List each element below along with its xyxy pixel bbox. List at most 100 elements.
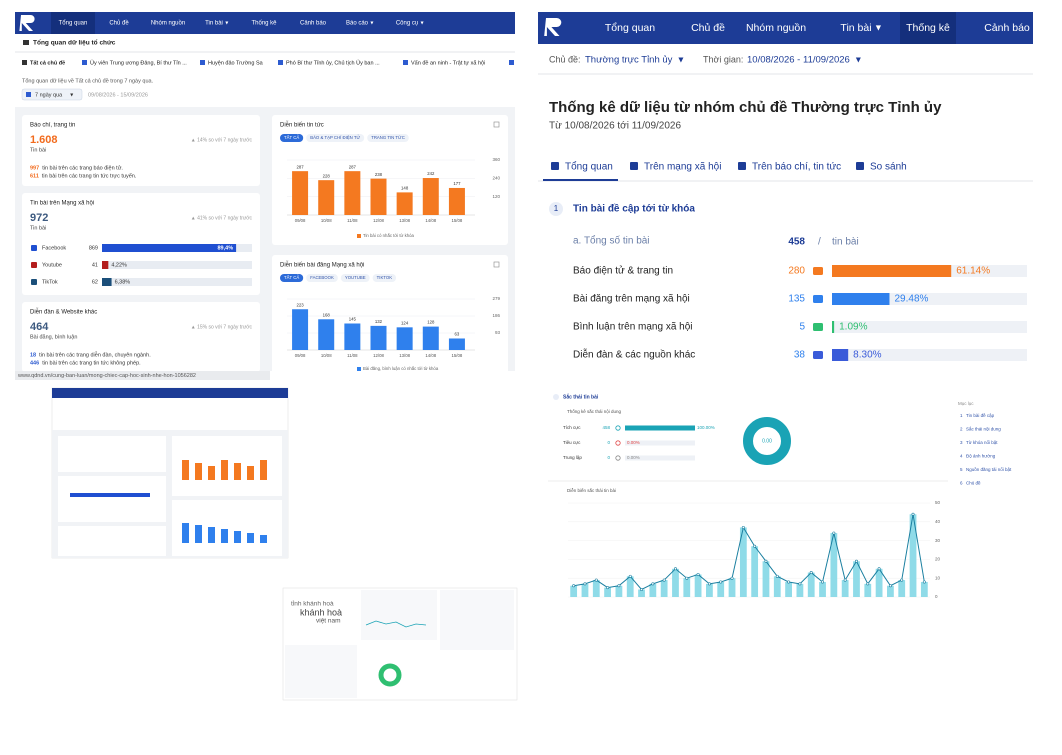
bar — [672, 568, 679, 597]
panel-bg — [538, 12, 1033, 380]
trend-point — [877, 567, 881, 571]
bar — [396, 327, 413, 350]
trend-point — [696, 572, 700, 576]
x-tick-label: 14/08 — [425, 353, 436, 358]
page-title: Tổng quan dữ liệu tổ chức — [33, 39, 116, 47]
row-label: Tiêu cực — [563, 440, 581, 445]
dropdown-arrow — [70, 93, 74, 97]
card-change: ▲ 15% so với 7 ngày trước — [191, 324, 253, 330]
topic-tab: Vấn đề an ninh - Trật tự xã hội — [411, 60, 485, 66]
bar — [370, 178, 387, 215]
menu-num: 3 — [960, 440, 963, 445]
nav-active — [900, 12, 956, 44]
menu-item: Nguồn đăng tải nổi bật — [966, 466, 1012, 472]
nav-item: Nhóm nguồn — [746, 22, 806, 34]
thumb-bar — [182, 460, 189, 480]
y-tick-label: 30 — [935, 538, 941, 543]
menu-num: 4 — [960, 454, 963, 459]
thumb-bar — [195, 463, 202, 480]
row-value: 135 — [788, 294, 805, 305]
thumb-line — [365, 620, 427, 628]
tab-more — [509, 60, 514, 65]
stats-tab: So sánh — [870, 162, 907, 173]
trend-point — [911, 512, 915, 516]
nav-item: Cảnh báo — [984, 22, 1030, 34]
nav-item: Báo cáo — [346, 21, 369, 27]
card-title: Báo chí, trang tin — [30, 123, 75, 129]
nav-active — [51, 12, 95, 34]
stats-tab: Trên mạng xã hội — [644, 162, 721, 173]
nav-item: Thống kê — [251, 21, 277, 27]
topic-tab: Huyện đảo Trường Sa — [208, 60, 264, 66]
legend-swatch — [357, 234, 361, 238]
dropdown-arrow — [875, 25, 882, 31]
stats-subtitle: Từ 10/08/2026 tới 11/09/2026 — [549, 121, 681, 132]
bar — [581, 583, 589, 597]
trend-point — [900, 578, 904, 582]
trend-point — [673, 567, 677, 571]
bar — [683, 578, 691, 597]
share-track — [832, 321, 1027, 333]
thumb-card — [361, 590, 437, 640]
thumb-bar — [221, 460, 228, 480]
share-track — [625, 455, 695, 461]
bar — [694, 574, 702, 597]
nav-item: Nhóm nguồn — [151, 21, 185, 27]
trend-point — [764, 559, 768, 563]
bar — [570, 585, 578, 597]
bar — [898, 580, 906, 597]
row-label: Tích cực — [563, 425, 581, 430]
topic: Thường trực Tỉnh ủy — [585, 55, 673, 66]
topic-tab: Phó Bí thư Tỉnh ủy, Chủ tịch Ủy ban ... — [286, 59, 380, 66]
bar — [887, 585, 894, 597]
source-icon — [31, 279, 37, 285]
chart-title: Diễn biến tin tức — [280, 122, 324, 129]
x-tick-label: 11/08 — [347, 353, 358, 358]
section-number: 1 — [554, 204, 559, 213]
x-tick-label: 10/08 — [321, 218, 332, 223]
card-unit: Bài đăng, bình luận — [30, 334, 77, 340]
bar-label: 287 — [296, 164, 304, 169]
bar-label: 124 — [401, 320, 409, 325]
share-bar — [832, 265, 952, 277]
trend-point — [787, 580, 791, 584]
trend-point — [741, 525, 745, 529]
share-track — [625, 440, 695, 446]
menu-item: Độ ảnh hưởng — [966, 453, 996, 459]
row-icon — [813, 351, 823, 359]
card-change: ▲ 14% so với 7 ngày trước — [191, 137, 253, 143]
chart-title: Diễn biến sắc thái tin bài — [567, 487, 616, 493]
source-count: 869 — [89, 245, 98, 251]
dropdown-arrow — [225, 21, 229, 25]
thumb-donut — [378, 663, 402, 687]
card-unit: Tin bài — [30, 147, 46, 153]
share-label: 4,22% — [111, 262, 127, 268]
share-bar — [625, 425, 695, 431]
card-change: ▲ 41% so với 7 ngày trước — [191, 215, 253, 221]
trend-point — [821, 580, 825, 584]
tab-icon — [82, 60, 87, 65]
bar — [785, 581, 792, 597]
bar — [796, 583, 804, 597]
chart-tab: YOUTUBE — [345, 275, 366, 280]
x-tick-label: 12/08 — [373, 353, 384, 358]
trend-point — [594, 578, 598, 582]
dropdown-arrow — [370, 21, 374, 25]
bar — [396, 192, 413, 215]
bar — [448, 187, 465, 215]
chart-tab-bg — [306, 134, 365, 142]
period-filter — [21, 88, 83, 101]
tab-icon — [22, 60, 27, 65]
bar — [819, 581, 826, 597]
thumb-card — [58, 526, 166, 556]
x-tick-label: 15/08 — [452, 353, 463, 358]
nav-item: Tổng quan — [605, 22, 655, 34]
thumb-bar — [260, 460, 267, 480]
x-tick-label: 13/08 — [399, 218, 410, 223]
source-icon — [31, 262, 37, 268]
tab-icon — [403, 60, 408, 65]
word-cloud-term: việt nam — [316, 618, 341, 625]
chart-tab-bg — [280, 274, 304, 282]
dropdown-arrow — [420, 21, 424, 25]
row-icon — [813, 295, 823, 303]
